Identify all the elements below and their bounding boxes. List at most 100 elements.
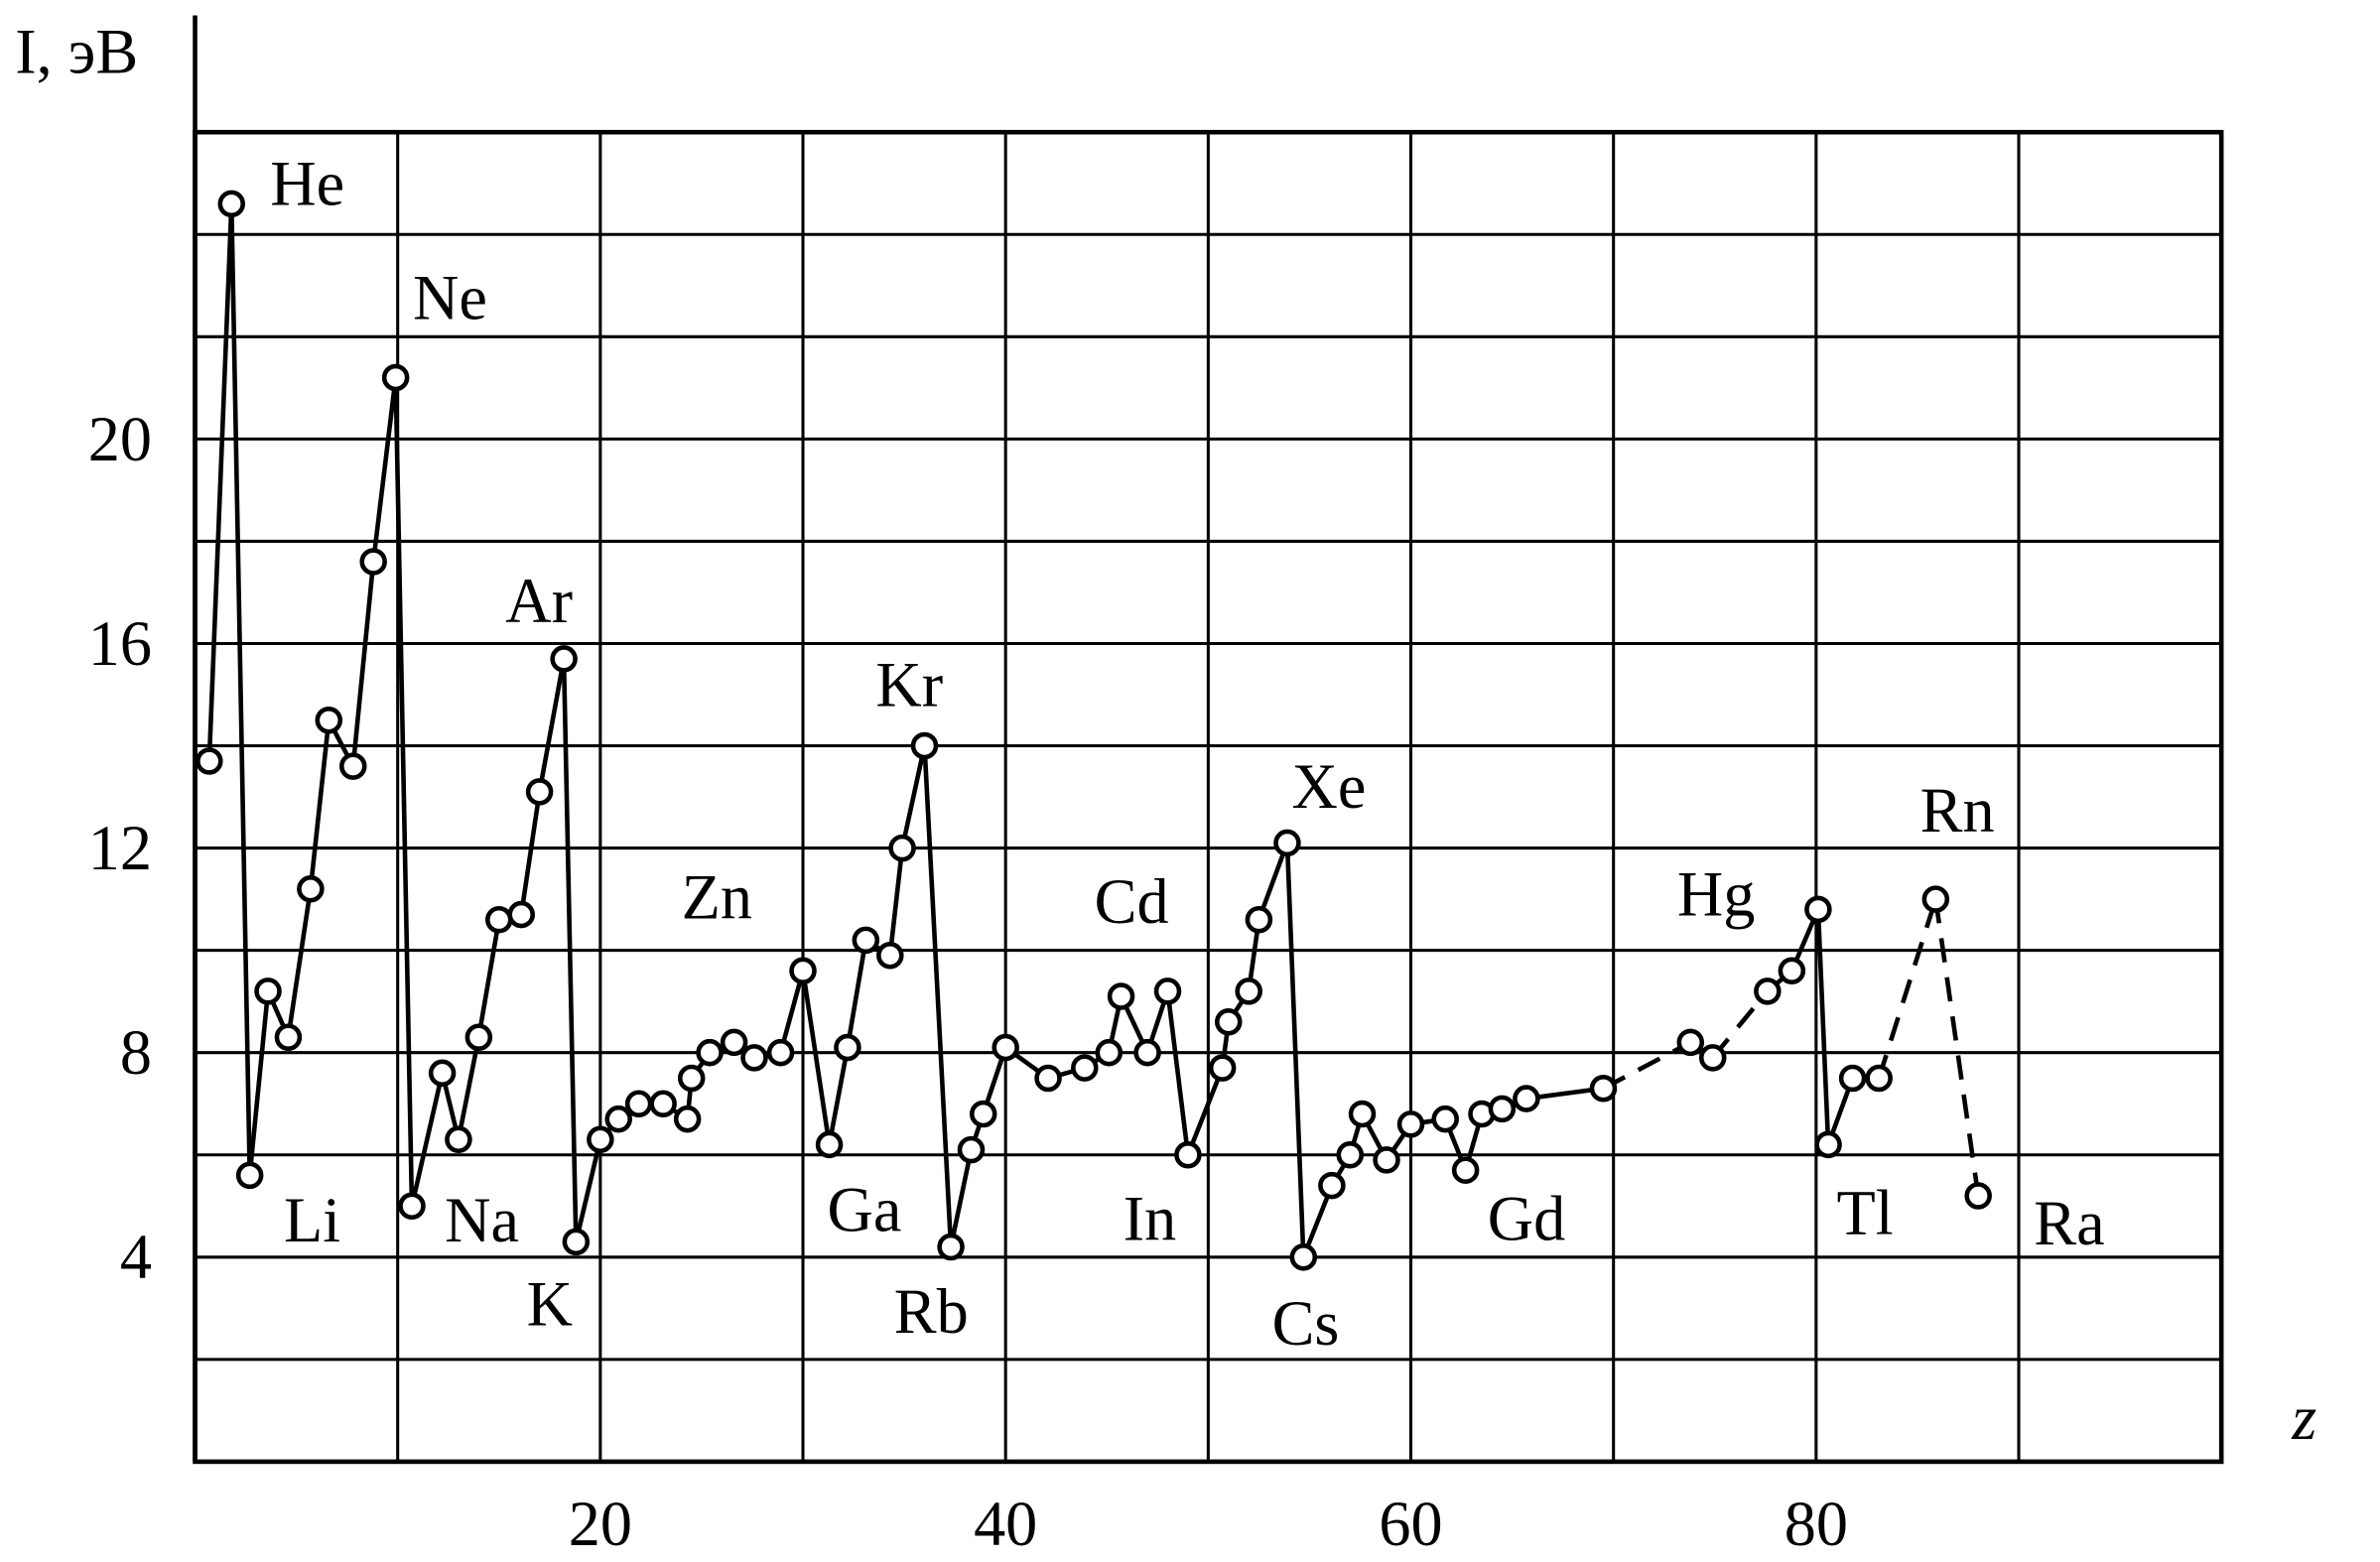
- element-label: Zn: [682, 861, 752, 932]
- x-tick-label: 40: [974, 1489, 1037, 1559]
- point: [876, 942, 904, 970]
- point: [1396, 1110, 1425, 1138]
- point: [359, 548, 387, 576]
- element-label: Li: [284, 1185, 340, 1255]
- point: [1318, 1171, 1346, 1200]
- point: [789, 957, 817, 985]
- line-segment: [206, 203, 234, 762]
- dashed-segment: [1710, 989, 1770, 1060]
- line-segment: [887, 847, 905, 957]
- y-tick-label: 4: [120, 1222, 152, 1292]
- element-label: Cs: [1272, 1288, 1340, 1359]
- point: [1273, 829, 1301, 857]
- element-label: Ra: [2034, 1188, 2104, 1258]
- line-segment: [1284, 843, 1306, 1257]
- line-segment: [845, 939, 868, 1048]
- point: [381, 363, 410, 392]
- element-label: Rb: [894, 1276, 969, 1347]
- point: [398, 1192, 426, 1221]
- point: [1235, 977, 1262, 1005]
- point: [1488, 1095, 1517, 1123]
- point: [1095, 1038, 1124, 1067]
- point: [445, 1125, 472, 1154]
- point: [1034, 1064, 1062, 1093]
- point: [720, 1028, 748, 1057]
- line-segment: [827, 1047, 851, 1145]
- line-segment: [1815, 909, 1831, 1145]
- point: [274, 1023, 303, 1051]
- line-segment: [899, 745, 927, 849]
- point: [1589, 1074, 1618, 1103]
- point: [673, 1105, 702, 1133]
- point: [550, 645, 578, 673]
- line-segment: [370, 377, 398, 563]
- point: [1921, 885, 1950, 913]
- point: [1153, 977, 1182, 1005]
- element-label: Kr: [875, 649, 943, 719]
- x-axis-label: z: [2291, 1382, 2316, 1453]
- point: [740, 1044, 768, 1072]
- line-segment: [476, 919, 502, 1038]
- x-tick-label: 60: [1379, 1489, 1442, 1559]
- point: [428, 1059, 457, 1088]
- point: [464, 1023, 493, 1051]
- point: [1336, 1140, 1365, 1169]
- line-segment: [1165, 990, 1191, 1156]
- line-segment: [561, 658, 579, 1242]
- line-segment: [350, 561, 376, 767]
- x-tick-label: 80: [1785, 1489, 1848, 1559]
- point: [957, 1135, 986, 1164]
- point: [196, 747, 223, 775]
- line-segment: [518, 791, 542, 915]
- element-label: Na: [445, 1185, 519, 1255]
- line-segment: [409, 1072, 445, 1207]
- point: [297, 875, 325, 903]
- point: [562, 1228, 591, 1256]
- line-segment: [286, 888, 314, 1038]
- dashed-segment: [1876, 898, 1938, 1080]
- point: [992, 1033, 1019, 1062]
- point: [852, 926, 880, 955]
- point: [525, 778, 554, 806]
- point: [1838, 1064, 1867, 1093]
- dashed-segment: [1602, 1040, 1692, 1091]
- dashed-segment: [1933, 898, 1981, 1197]
- point: [1754, 977, 1782, 1005]
- point: [1778, 957, 1806, 985]
- y-tick-label: 8: [120, 1017, 152, 1088]
- x-tick-label: 20: [569, 1489, 632, 1559]
- line-segment: [308, 719, 331, 890]
- point: [815, 1130, 844, 1159]
- point: [766, 1038, 795, 1067]
- line-segment: [922, 745, 954, 1247]
- element-label: Rn: [1920, 775, 1995, 846]
- point: [1071, 1054, 1099, 1082]
- point: [1865, 1064, 1893, 1093]
- point: [339, 752, 367, 780]
- element-label: Ne: [413, 262, 487, 332]
- element-label: Tl: [1836, 1178, 1893, 1248]
- point: [677, 1064, 706, 1093]
- y-axis-label: I, эВ: [15, 17, 138, 87]
- point: [1133, 1038, 1161, 1067]
- line-segment: [456, 1036, 481, 1140]
- point: [1348, 1100, 1377, 1128]
- line-segment: [393, 377, 415, 1207]
- element-label: Ar: [505, 566, 573, 636]
- element-label: Gd: [1488, 1184, 1565, 1254]
- point: [910, 731, 939, 760]
- point: [1698, 1044, 1727, 1072]
- element-label: Xe: [1291, 751, 1366, 822]
- element-label: Hg: [1677, 858, 1756, 929]
- point: [315, 707, 343, 734]
- point: [1208, 1054, 1237, 1082]
- line-segment: [247, 990, 271, 1176]
- point: [235, 1161, 264, 1190]
- point: [1814, 1130, 1842, 1159]
- point: [649, 1090, 677, 1117]
- line-segment: [1185, 1067, 1225, 1156]
- line-segment: [537, 658, 567, 793]
- line-segment: [228, 203, 252, 1176]
- point: [969, 1100, 997, 1128]
